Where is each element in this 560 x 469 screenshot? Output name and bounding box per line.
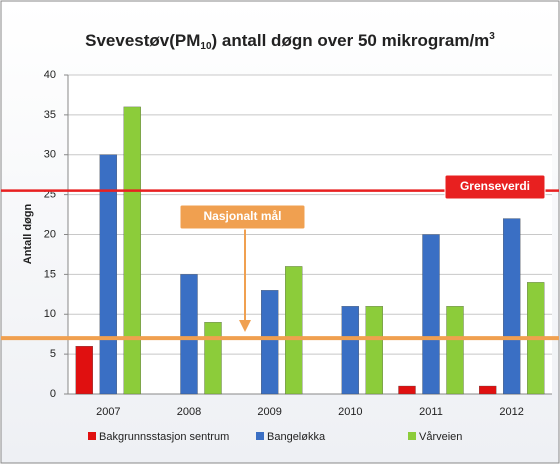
- bar: [398, 385, 416, 395]
- bar: [204, 322, 222, 395]
- bar: [446, 306, 464, 395]
- y-tick-label: 40: [44, 69, 56, 81]
- legend-swatch: [408, 432, 416, 440]
- legend-label: Bangeløkka: [267, 431, 326, 443]
- x-tick-label: 2011: [419, 406, 443, 418]
- annotation-box: [444, 174, 546, 200]
- y-tick-label: 30: [44, 149, 56, 161]
- y-tick-label: 20: [44, 228, 56, 240]
- annotation-label: Nasjonalt mål: [203, 209, 281, 223]
- y-tick-label: 35: [44, 109, 56, 121]
- bar: [503, 218, 521, 395]
- bar: [75, 345, 93, 395]
- legend-label: Vårveien: [419, 431, 462, 443]
- y-tick-label: 10: [44, 308, 56, 320]
- y-tick-label: 0: [50, 388, 56, 400]
- y-axis-label: Antall døgn: [22, 203, 34, 264]
- bar: [123, 106, 141, 395]
- legend-swatch: [256, 432, 264, 440]
- x-tick-label: 2009: [257, 406, 281, 418]
- bar: [99, 154, 117, 395]
- bar: [341, 306, 359, 395]
- chart-title: Svevestøv(PM10) antall døgn over 50 mikr…: [85, 31, 495, 52]
- y-tick-label: 5: [50, 348, 56, 360]
- x-tick-label: 2012: [499, 406, 523, 418]
- annotation-label: Grenseverdi: [460, 179, 530, 193]
- bar: [422, 234, 440, 395]
- bar: [261, 290, 279, 395]
- y-tick-label: 15: [44, 268, 56, 280]
- legend-swatch: [88, 432, 96, 440]
- arrow-head: [239, 320, 251, 332]
- annotation-box: [179, 204, 306, 230]
- legend-label: Bakgrunnsstasjon sentrum: [99, 431, 229, 443]
- x-tick-label: 2007: [96, 406, 120, 418]
- bar: [180, 274, 198, 395]
- bar: [479, 385, 497, 395]
- bar: [365, 306, 383, 395]
- bar: [285, 266, 303, 395]
- x-tick-label: 2010: [338, 406, 362, 418]
- x-tick-label: 2008: [177, 406, 201, 418]
